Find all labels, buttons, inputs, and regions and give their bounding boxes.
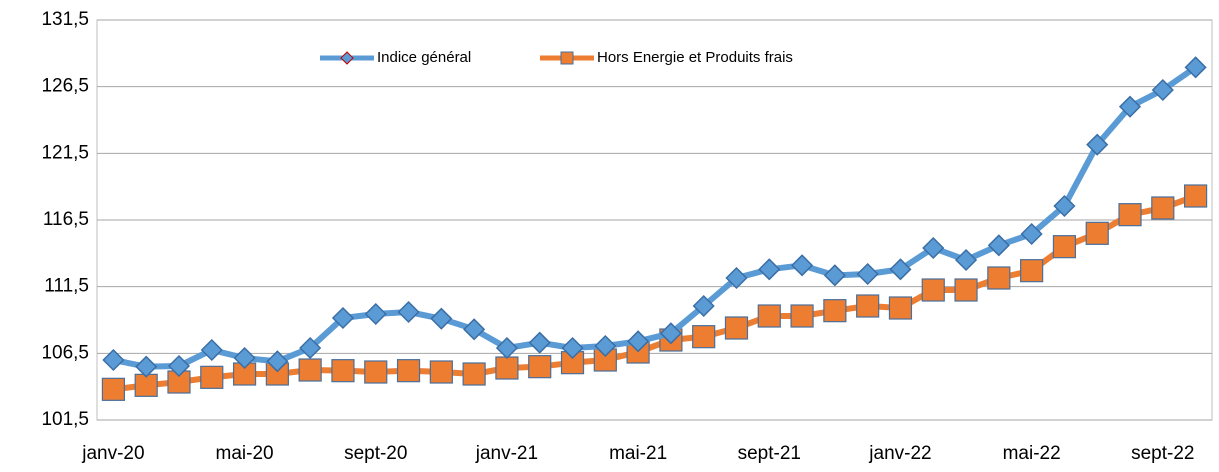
diamond-marker	[758, 258, 781, 281]
x-tick-label: sept-21	[738, 443, 801, 464]
diamond-marker	[1151, 78, 1174, 102]
diamond-marker	[627, 330, 650, 353]
square-marker	[528, 355, 552, 379]
square-marker	[823, 299, 847, 323]
square-marker	[1085, 221, 1109, 245]
diamond-marker	[266, 350, 289, 373]
diamond-marker	[364, 302, 387, 326]
diamond-marker	[167, 354, 191, 378]
diamond-marker	[791, 254, 814, 277]
x-tick-label: janv-22	[868, 443, 931, 464]
diamond-marker	[135, 355, 158, 378]
square-marker	[692, 325, 716, 349]
diamond-marker	[1184, 56, 1207, 79]
square-marker	[331, 359, 355, 383]
square-marker	[856, 294, 880, 318]
diamond-marker	[299, 336, 322, 360]
square-marker	[888, 296, 913, 320]
diamond-marker	[331, 306, 355, 330]
legend-label: Indice général	[377, 49, 471, 66]
square-marker	[1151, 196, 1175, 220]
y-tick-label: 116,5	[43, 209, 89, 230]
x-tick-label: sept-20	[344, 443, 407, 464]
square-marker	[396, 359, 421, 383]
square-marker	[101, 377, 125, 401]
diamond-marker	[823, 264, 846, 287]
x-tick-label: janv-21	[475, 443, 538, 464]
series-line	[112, 64, 1198, 370]
series-line	[113, 193, 1197, 393]
x-tick-label: janv-20	[81, 443, 144, 464]
square-marker	[495, 356, 519, 380]
legend-marker	[560, 51, 574, 65]
square-marker	[724, 316, 749, 340]
diamond-marker	[233, 346, 256, 370]
diamond-marker	[922, 236, 945, 260]
diamond-marker	[889, 258, 912, 281]
diamond-marker	[1053, 194, 1076, 218]
diamond-marker	[856, 262, 879, 286]
diamond-marker	[659, 322, 682, 345]
x-tick-label: mai-22	[1003, 443, 1061, 464]
diamond-marker	[692, 294, 715, 318]
diamond-marker	[430, 307, 453, 330]
y-tick-label: 101,5	[41, 409, 89, 430]
square-marker	[298, 358, 322, 382]
x-tick-label: sept-22	[1131, 443, 1194, 464]
legend-label: Hors Energie et Produits frais	[597, 49, 793, 66]
square-marker	[757, 304, 781, 328]
square-marker	[1184, 184, 1208, 208]
square-marker	[954, 278, 978, 302]
diamond-marker	[1086, 133, 1109, 156]
square-marker	[462, 362, 486, 386]
diamond-marker	[594, 334, 617, 358]
square-marker	[1020, 259, 1044, 283]
diamond-marker	[987, 234, 1010, 257]
square-marker	[790, 304, 814, 328]
diamond-marker	[725, 266, 748, 290]
diamond-marker	[200, 338, 223, 362]
diamond-marker	[397, 300, 420, 324]
y-tick-label: 106,5	[41, 342, 89, 363]
y-tick-label: 121,5	[41, 142, 89, 163]
square-marker	[1118, 203, 1142, 227]
diamond-marker	[463, 318, 486, 341]
y-tick-label: 126,5	[41, 76, 89, 97]
square-marker	[1052, 235, 1077, 259]
square-marker	[429, 360, 453, 384]
diamond-marker	[1118, 95, 1142, 118]
y-tick-label: 111,5	[44, 276, 89, 297]
diamond-marker	[102, 348, 125, 372]
legend-marker	[340, 51, 354, 65]
diamond-marker	[561, 336, 584, 360]
square-marker	[987, 266, 1011, 290]
square-marker	[921, 278, 945, 302]
x-tick-label: mai-20	[216, 443, 274, 464]
diamond-marker	[954, 248, 978, 272]
y-tick-label: 131,5	[41, 9, 89, 30]
square-marker	[364, 360, 388, 384]
x-tick-label: mai-21	[609, 443, 667, 464]
diamond-marker	[528, 331, 551, 354]
square-marker	[200, 365, 224, 389]
diamond-marker	[1020, 222, 1043, 246]
diamond-marker	[495, 336, 518, 360]
